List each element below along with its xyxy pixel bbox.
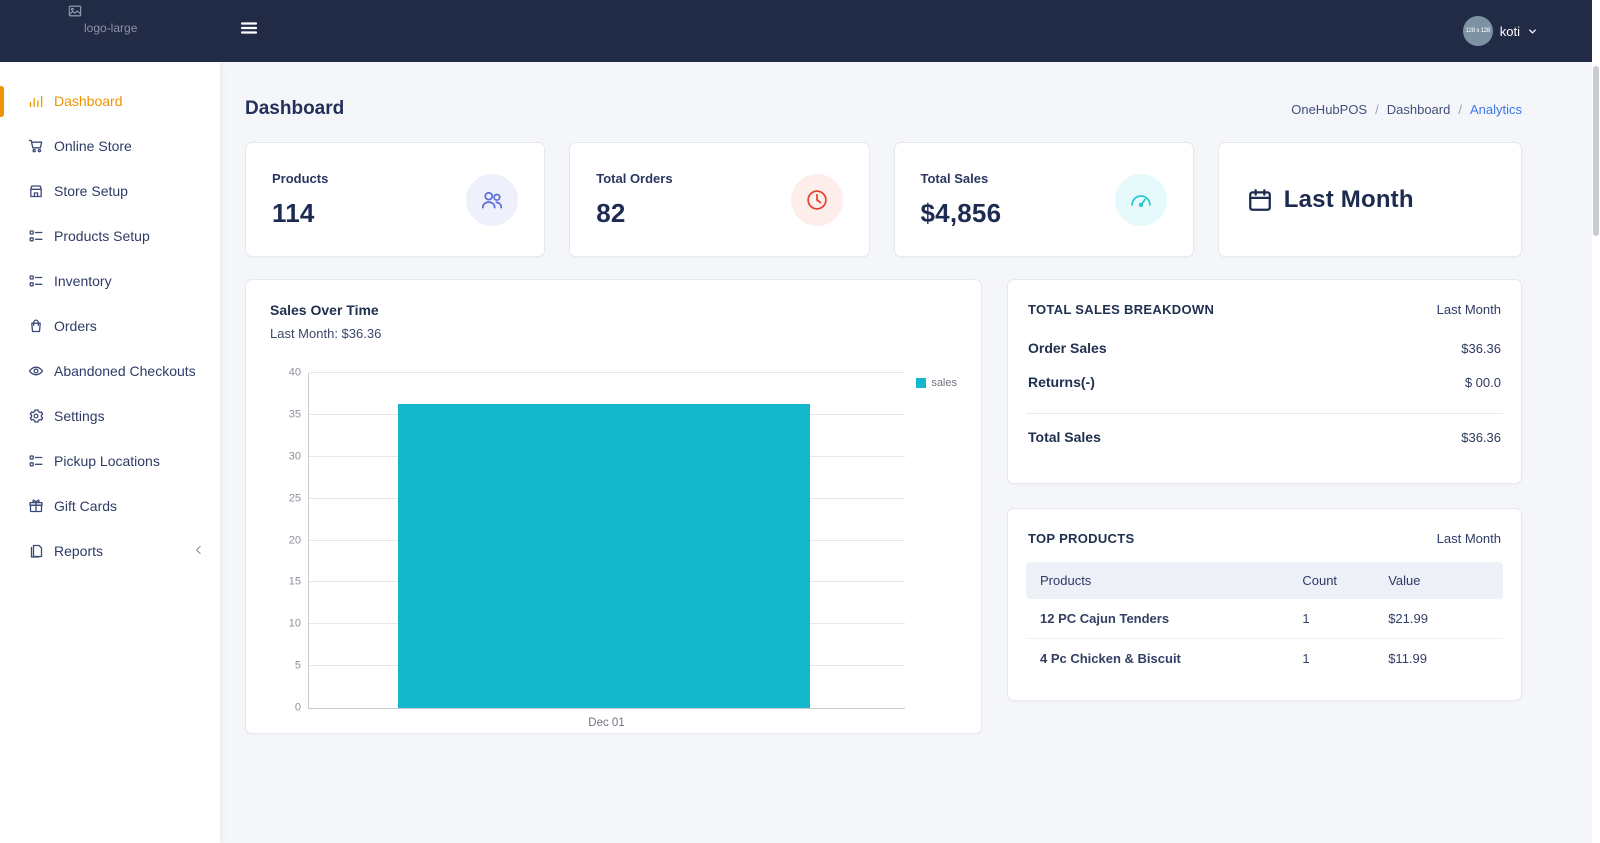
main-content: Dashboard OneHubPOS / Dashboard / Analyt… xyxy=(220,62,1600,843)
bag-icon xyxy=(28,318,44,334)
breadcrumb-analytics[interactable]: Analytics xyxy=(1469,101,1522,117)
sales-bar xyxy=(398,403,810,708)
column-header-count: Count xyxy=(1288,562,1375,599)
chart-legend: sales xyxy=(916,377,957,389)
top-products-table: Products Count Value 12 PC Cajun Tenders… xyxy=(1026,562,1503,678)
legend-swatch xyxy=(916,378,927,388)
avatar: 128 x 128 xyxy=(1462,16,1493,46)
store-icon xyxy=(28,183,44,199)
stat-value: 114 xyxy=(272,197,315,228)
users-icon xyxy=(466,173,519,226)
sidebar-item-settings[interactable]: Settings xyxy=(0,394,220,439)
chart-y-tick-label: 20 xyxy=(288,534,301,546)
stat-label: Total Sales xyxy=(920,170,989,186)
sidebar-item-reports[interactable]: Reports xyxy=(0,529,220,574)
chart-y-tick-label: 5 xyxy=(294,659,301,672)
eye-icon xyxy=(28,363,44,379)
sidebar-item-pickup-locations[interactable]: Pickup Locations xyxy=(0,439,220,484)
gear-icon xyxy=(28,408,44,424)
sidebar-item-dashboard[interactable]: Dashboard xyxy=(0,79,220,124)
chart-title: Sales Over Time xyxy=(270,302,379,318)
chart-y-tick-label: 30 xyxy=(288,450,301,463)
chevron-left-icon[interactable] xyxy=(192,543,206,557)
stat-label: Products xyxy=(272,170,329,186)
gauge-icon xyxy=(1114,173,1167,226)
breadcrumb: OneHubPOS / Dashboard / Analytics xyxy=(1291,101,1522,117)
chart-x-tick-label: Dec 01 xyxy=(588,717,625,729)
calendar-icon xyxy=(1247,187,1273,213)
column-header-products: Products xyxy=(1026,562,1289,599)
chart-y-tick-label: 10 xyxy=(288,617,301,630)
panel-title: TOP PRODUCTS xyxy=(1028,531,1135,546)
vertical-scrollbar[interactable] xyxy=(1592,0,1600,843)
breakdown-row-returns: Returns(-) $ 00.0 xyxy=(1028,374,1501,390)
clock-icon xyxy=(790,173,843,226)
user-menu[interactable]: 128 x 128 koti xyxy=(1462,0,1538,62)
sidebar-item-products-setup[interactable]: Products Setup xyxy=(0,214,220,259)
period-label: Last Month xyxy=(1283,185,1414,213)
breadcrumb-dashboard[interactable]: Dashboard xyxy=(1386,101,1451,117)
sidebar-item-online-store[interactable]: Online Store xyxy=(0,124,220,169)
sidebar: Dashboard Online Store Store Setup Produ… xyxy=(0,62,220,843)
chevron-down-icon xyxy=(1527,26,1538,37)
sidebar-item-gift-cards[interactable]: Gift Cards xyxy=(0,484,220,529)
hamburger-menu-icon[interactable] xyxy=(240,19,262,41)
gridline xyxy=(309,372,905,373)
stat-value: $4,856 xyxy=(920,197,1002,228)
breakdown-row-order-sales: Order Sales $36.36 xyxy=(1028,340,1501,356)
table-row: 12 PC Cajun Tenders 1 $21.99 xyxy=(1026,599,1503,639)
panel-period: Last Month xyxy=(1436,302,1501,317)
period-selector-card[interactable]: Last Month xyxy=(1217,142,1522,257)
scrollbar-thumb[interactable] xyxy=(1593,66,1599,236)
stat-label: Total Orders xyxy=(596,170,673,186)
sales-chart: sales 0 5 10 15 20 25 30 35 40 Dec 01 xyxy=(270,367,957,729)
chart-plot-area: 0 5 10 15 20 25 30 35 40 xyxy=(289,367,905,713)
chart-y-tick-label: 35 xyxy=(288,408,301,421)
sidebar-item-abandoned-checkouts[interactable]: Abandoned Checkouts xyxy=(0,349,220,394)
sidebar-item-orders[interactable]: Orders xyxy=(0,304,220,349)
breakdown-row-total: Total Sales $36.36 xyxy=(1028,429,1501,445)
total-sales-breakdown-card: TOTAL SALES BREAKDOWN Last Month Order S… xyxy=(1007,279,1522,484)
sidebar-item-store-setup[interactable]: Store Setup xyxy=(0,169,220,214)
top-products-card: TOP PRODUCTS Last Month Products Count V… xyxy=(1007,508,1522,701)
stat-card-total-orders: Total Orders 82 xyxy=(569,142,870,257)
chart-y-tick-label: 0 xyxy=(294,701,301,714)
topbar: logo-large 128 x 128 koti xyxy=(0,0,1600,62)
sidebar-item-inventory[interactable]: Inventory xyxy=(0,259,220,304)
legend-label: sales xyxy=(931,377,957,389)
list-icon xyxy=(28,453,44,469)
chart-y-tick-label: 15 xyxy=(288,575,301,588)
logo-alt-text: logo-large xyxy=(84,21,138,35)
stat-value: 82 xyxy=(596,197,626,228)
bar-chart-icon xyxy=(28,93,44,109)
panel-period: Last Month xyxy=(1436,531,1501,546)
stat-card-products: Products 114 xyxy=(245,142,546,257)
table-row: 4 Pc Chicken & Biscuit 1 $11.99 xyxy=(1040,651,1427,666)
chart-y-tick-label: 40 xyxy=(288,366,301,379)
chart-subtitle: Last Month: $36.36 xyxy=(270,326,382,341)
gift-icon xyxy=(28,498,44,514)
column-header-value: Value xyxy=(1374,562,1503,599)
breadcrumb-onehubpos[interactable]: OneHubPOS xyxy=(1291,101,1368,117)
sales-over-time-card: Sales Over Time Last Month: $36.36 sales… xyxy=(245,279,982,734)
files-icon xyxy=(28,543,44,559)
username: koti xyxy=(1499,23,1520,39)
divider xyxy=(1026,413,1503,414)
cart-icon xyxy=(28,138,44,154)
stat-card-total-sales: Total Sales $4,856 xyxy=(893,142,1194,257)
panel-title: TOTAL SALES BREAKDOWN xyxy=(1028,302,1215,317)
list-icon xyxy=(28,228,44,244)
chart-y-tick-label: 25 xyxy=(288,492,301,505)
page-title: Dashboard xyxy=(245,98,345,119)
app-logo: logo-large xyxy=(68,4,137,35)
broken-image-icon xyxy=(68,4,82,18)
list-icon xyxy=(28,273,44,289)
